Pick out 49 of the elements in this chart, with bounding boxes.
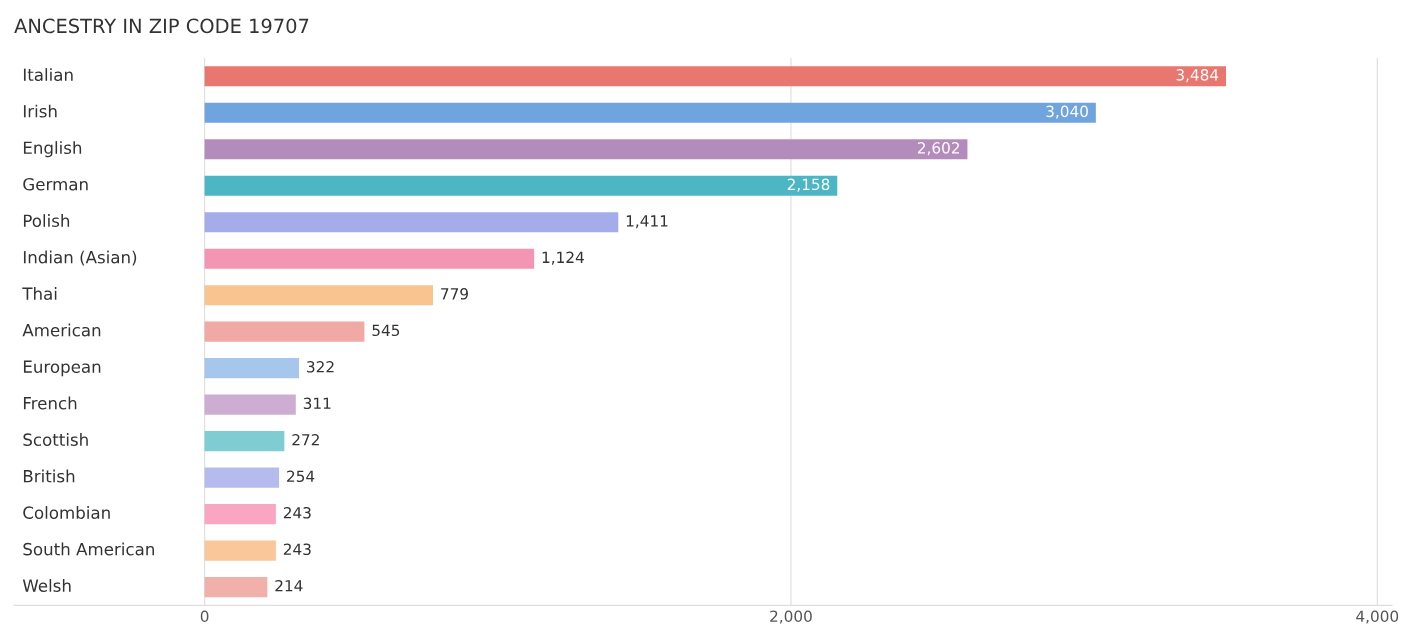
bar <box>204 504 276 525</box>
x-tick-label: 0 <box>200 610 209 623</box>
y-tick-label: European <box>23 360 101 377</box>
data-label: 243 <box>283 507 311 519</box>
bar <box>204 321 365 342</box>
data-label: 3,040 <box>1046 105 1088 119</box>
data-label: 214 <box>275 579 303 592</box>
bar <box>204 285 433 306</box>
bar <box>204 139 968 160</box>
y-tick-label: British <box>23 469 75 483</box>
data-label: 254 <box>287 470 315 483</box>
y-tick-label: English <box>23 141 82 158</box>
data-label: 545 <box>372 324 400 337</box>
y-tick-label: South American <box>23 542 154 556</box>
data-label: 243 <box>283 543 311 556</box>
y-tick-label: Indian (Asian) <box>23 250 137 266</box>
y-tick-label: Irish <box>23 104 57 118</box>
data-label: 1,124 <box>542 251 584 265</box>
bar <box>204 66 1227 87</box>
bar <box>204 577 268 598</box>
bar <box>204 394 296 415</box>
bar <box>204 540 276 561</box>
y-tick-label: Scottish <box>23 433 88 446</box>
y-tick-label: Polish <box>23 214 70 228</box>
bar <box>204 102 1096 123</box>
x-tick-label: 4,000 <box>1356 610 1399 624</box>
data-label: 3,484 <box>1176 69 1219 83</box>
y-tick-label: Colombian <box>23 506 110 519</box>
data-label: 2,158 <box>787 178 830 192</box>
bar <box>204 212 619 233</box>
bar <box>204 175 838 196</box>
bar <box>204 248 535 269</box>
x-tick-label: 2,000 <box>770 610 812 624</box>
y-tick-label: Welsh <box>22 579 71 592</box>
data-label: 322 <box>307 361 334 373</box>
chart-title: ANCESTRY IN ZIP CODE 19707 <box>14 18 309 34</box>
y-tick-label: French <box>23 396 77 410</box>
y-tick-label: American <box>22 323 101 337</box>
data-label: 311 <box>303 397 331 410</box>
data-label: 272 <box>292 434 319 446</box>
bar <box>204 467 280 488</box>
y-tick-label: German <box>23 177 88 191</box>
data-label: 779 <box>441 288 468 300</box>
bar <box>204 358 300 379</box>
bar <box>204 431 285 452</box>
y-tick-label: Thai <box>22 287 57 300</box>
y-tick-label: Italian <box>23 68 73 82</box>
data-label: 2,602 <box>917 142 960 156</box>
data-label: 1,411 <box>626 215 668 229</box>
